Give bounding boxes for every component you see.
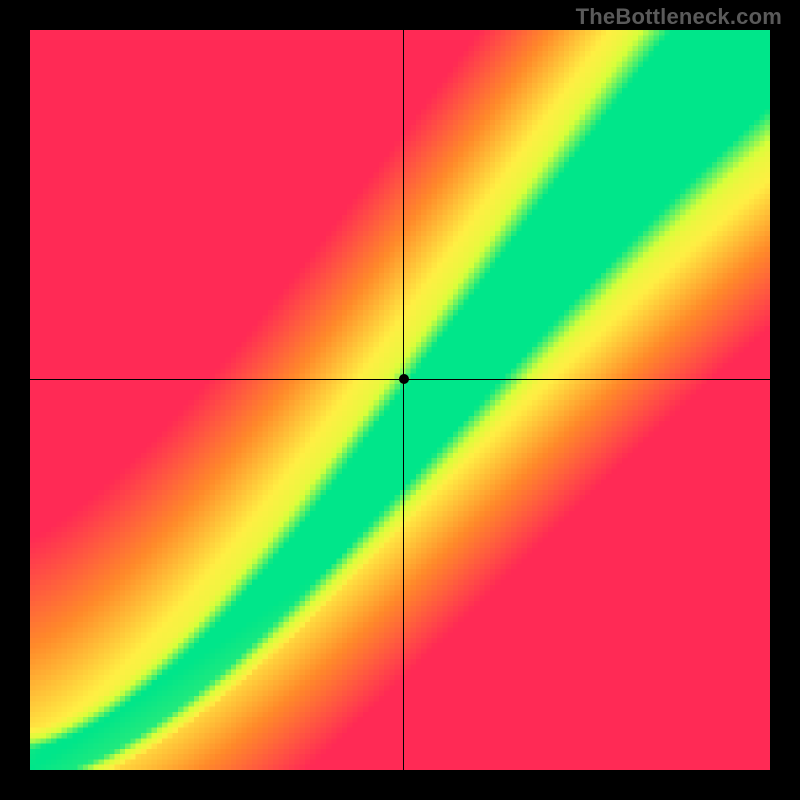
- bottleneck-heatmap: [30, 30, 770, 770]
- crosshair-vertical: [403, 30, 404, 770]
- watermark-text: TheBottleneck.com: [576, 4, 782, 30]
- crosshair-marker: [399, 374, 409, 384]
